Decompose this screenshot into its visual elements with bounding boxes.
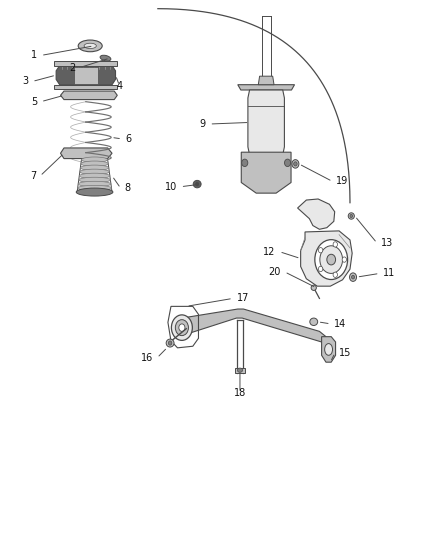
Ellipse shape	[327, 254, 336, 265]
Ellipse shape	[311, 285, 316, 290]
Ellipse shape	[320, 246, 343, 273]
Ellipse shape	[315, 240, 348, 279]
Text: 4: 4	[117, 81, 123, 91]
Ellipse shape	[100, 55, 111, 61]
Ellipse shape	[325, 344, 332, 356]
Ellipse shape	[78, 40, 102, 52]
Ellipse shape	[81, 157, 108, 163]
Text: 19: 19	[336, 176, 348, 187]
Ellipse shape	[78, 185, 112, 191]
Ellipse shape	[84, 43, 96, 49]
Ellipse shape	[242, 159, 248, 166]
Text: 5: 5	[31, 96, 37, 107]
Ellipse shape	[166, 339, 174, 347]
Ellipse shape	[293, 162, 297, 166]
Ellipse shape	[78, 181, 111, 187]
Ellipse shape	[318, 266, 323, 272]
Ellipse shape	[179, 324, 185, 332]
Ellipse shape	[79, 173, 110, 179]
Text: 6: 6	[126, 134, 132, 144]
Ellipse shape	[292, 160, 299, 168]
Ellipse shape	[77, 189, 112, 195]
Text: 2: 2	[70, 63, 76, 72]
Text: 7: 7	[30, 171, 36, 181]
Polygon shape	[54, 61, 117, 66]
Polygon shape	[235, 368, 245, 373]
Ellipse shape	[352, 275, 355, 279]
Polygon shape	[54, 85, 117, 89]
Ellipse shape	[348, 213, 354, 219]
Ellipse shape	[171, 315, 192, 341]
Polygon shape	[258, 76, 274, 85]
Ellipse shape	[350, 273, 357, 281]
Text: 20: 20	[268, 267, 281, 277]
Ellipse shape	[237, 368, 243, 372]
Polygon shape	[241, 152, 291, 193]
Ellipse shape	[318, 247, 323, 253]
Polygon shape	[300, 231, 352, 286]
Ellipse shape	[342, 257, 346, 262]
Text: 10: 10	[165, 182, 177, 192]
Text: 17: 17	[237, 293, 249, 303]
Ellipse shape	[168, 341, 172, 345]
Polygon shape	[56, 66, 116, 85]
Ellipse shape	[81, 161, 108, 166]
Text: 11: 11	[383, 269, 396, 278]
Ellipse shape	[350, 214, 353, 217]
Ellipse shape	[175, 320, 188, 336]
Polygon shape	[60, 148, 112, 159]
Ellipse shape	[310, 318, 318, 326]
Text: 8: 8	[124, 183, 131, 193]
Ellipse shape	[80, 169, 110, 174]
Ellipse shape	[333, 242, 337, 247]
Ellipse shape	[333, 272, 337, 277]
Text: 12: 12	[263, 247, 276, 256]
Polygon shape	[182, 309, 326, 342]
Text: 15: 15	[339, 348, 351, 358]
Text: 16: 16	[141, 353, 153, 363]
Ellipse shape	[81, 165, 109, 171]
Polygon shape	[248, 90, 284, 155]
Text: 18: 18	[234, 388, 246, 398]
Text: 9: 9	[200, 119, 206, 129]
Ellipse shape	[79, 177, 110, 183]
Polygon shape	[321, 337, 336, 362]
Ellipse shape	[285, 159, 290, 166]
Text: 13: 13	[381, 238, 393, 248]
Polygon shape	[238, 85, 294, 90]
Ellipse shape	[76, 188, 113, 196]
Polygon shape	[74, 67, 98, 84]
Text: 3: 3	[22, 77, 28, 86]
Text: 14: 14	[334, 319, 346, 329]
Text: 1: 1	[31, 51, 37, 60]
Ellipse shape	[196, 182, 199, 186]
Ellipse shape	[193, 180, 201, 188]
Polygon shape	[60, 91, 117, 100]
Polygon shape	[297, 199, 335, 229]
